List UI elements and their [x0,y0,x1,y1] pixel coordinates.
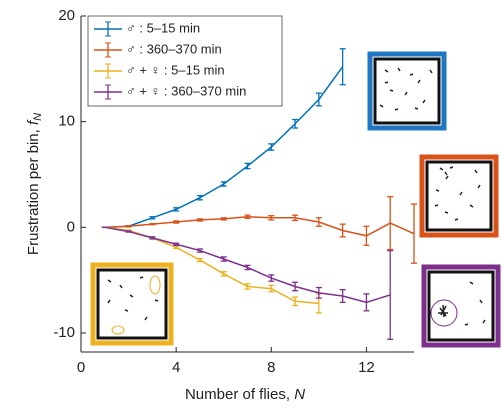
y-tick-label: 20 [58,7,75,24]
y-axis-label: Frustration per bin, fN [25,113,44,255]
error-bar [292,296,299,307]
x-axis-label: Number of flies, N [185,386,305,403]
error-bar [149,236,156,240]
legend: ♂ : 5–15 min ♂ : 360–370 min ♂ + ♀ : 5–15 … [87,15,283,107]
series-line [104,216,415,237]
error-bar [244,162,251,170]
error-bar [220,181,227,187]
y-axis-label-symbol: f [25,119,42,125]
error-bar [363,293,370,312]
error-bar [292,118,299,129]
y-axis-label-text: Frustration per bin, [25,129,42,255]
y-tick-label: 0 [67,218,75,235]
error-bar [196,248,203,253]
inset-yellow [90,262,174,346]
x-axis-label-text: Number of flies, [185,386,290,403]
error-bar [173,245,180,250]
error-bar [244,264,251,271]
inset-purple [421,264,501,348]
x-tick-label: 8 [267,359,275,376]
error-bar [220,256,227,262]
error-bar [196,218,203,222]
error-bar [244,283,251,290]
error-bar [173,207,180,212]
error-bar [315,92,322,107]
legend-label: ♂ : 360–370 min [126,41,222,56]
error-bar [244,214,251,219]
y-tick-label: -10 [53,324,75,341]
error-bar [125,225,132,228]
error-bar [268,215,275,221]
error-bar [173,220,180,224]
error-bar [339,48,346,86]
error-bar [315,286,322,299]
error-bar [149,222,156,226]
error-bar [339,223,346,238]
x-tick-label: 4 [172,359,180,376]
error-bar [220,217,227,221]
error-bar [268,143,275,151]
x-tick-label: 12 [358,359,375,376]
legend-box [87,15,283,107]
error-bar [363,225,370,246]
error-bar [149,216,156,220]
y-tick-label: 10 [58,113,75,130]
y-axis-label-subscript: N [32,113,44,121]
x-tick-label: 0 [77,359,85,376]
legend-label: ♂ : 5–15 min [126,20,200,35]
error-bar [315,217,322,227]
error-bar [196,194,203,201]
error-bar [411,203,417,264]
x-axis-label-symbol: N [294,386,305,403]
error-bar [125,230,132,233]
inset-orange [419,154,499,238]
legend-label: ♂ + ♀ : 5–15 min [126,62,225,77]
error-bar [173,242,180,246]
error-bar [339,289,346,303]
error-bar [387,249,394,340]
error-bar [292,214,299,222]
error-bar [196,257,203,263]
error-bar [268,274,275,282]
error-bar [292,281,299,292]
error-bar [268,284,275,293]
legend-label: ♂ + ♀ : 360–370 min [126,83,246,98]
inset-blue [367,51,447,131]
error-bar [220,271,227,277]
error-bar [387,196,394,251]
